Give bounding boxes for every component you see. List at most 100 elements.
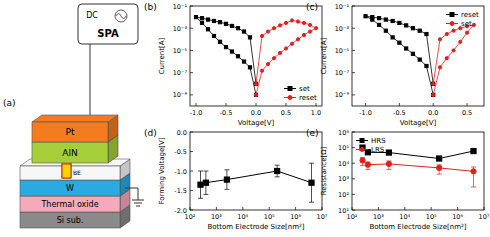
- x-tick-label: 10⁶: [290, 213, 301, 221]
- data-point: [206, 28, 209, 31]
- series-line: [196, 17, 256, 95]
- x-tick-label: 10⁷: [479, 213, 490, 221]
- schematic: (a)DCSPASi sub.Thermal oxideWAlNPtBE: [3, 4, 144, 228]
- data-point: [438, 66, 441, 69]
- data-point: [418, 29, 421, 32]
- data-point: [290, 42, 293, 45]
- y-tick-label: 10¹: [338, 207, 349, 215]
- data-point: [200, 17, 203, 20]
- data-point: [296, 38, 299, 41]
- legend: resetset: [446, 11, 479, 28]
- legend-label: reset: [299, 94, 317, 102]
- data-point: [203, 180, 208, 185]
- plot-frame: [352, 132, 484, 210]
- ground: [134, 203, 142, 204]
- x-axis-label: Voltage[V]: [238, 119, 275, 127]
- x-tick: [484, 207, 485, 210]
- data-point: [391, 19, 394, 22]
- x-tick: [365, 103, 366, 106]
- legend: setreset: [284, 85, 317, 102]
- x-tick-label: 0.5: [462, 109, 472, 117]
- y-tick-label: -2.0: [174, 207, 187, 215]
- data-point: [218, 21, 221, 24]
- data-point: [236, 27, 239, 30]
- y-tick: [190, 171, 193, 172]
- x-tick: [316, 103, 317, 106]
- y-tick: [352, 50, 355, 51]
- data-point: [425, 32, 428, 35]
- error-bar: [275, 165, 280, 177]
- y-tick: [190, 6, 193, 7]
- x-tick-label: 0.0: [428, 109, 438, 117]
- data-point: [452, 49, 455, 52]
- x-tick-label: 10³: [211, 213, 222, 221]
- data-point: [254, 82, 257, 85]
- data-point: [398, 21, 401, 24]
- error-bar: [360, 158, 365, 166]
- data-point: [398, 41, 401, 44]
- data-point: [224, 45, 227, 48]
- data-point: [405, 47, 408, 50]
- data-point: [411, 27, 414, 30]
- x-tick-label: -0.5: [220, 109, 233, 117]
- data-point: [242, 60, 245, 63]
- data-point: [365, 162, 370, 167]
- data-point: [438, 38, 441, 41]
- x-tick: [457, 207, 458, 210]
- legend-label: set: [299, 85, 310, 93]
- plot-data: [198, 163, 314, 202]
- data-point: [360, 158, 365, 163]
- x-tick-label: 10³: [373, 213, 384, 221]
- data-point: [371, 18, 374, 21]
- ground: [136, 206, 140, 207]
- data-point: [194, 16, 197, 19]
- data-point: [242, 30, 245, 33]
- data-point: [212, 34, 215, 37]
- legend-label: HRS: [371, 137, 386, 145]
- data-point: [284, 47, 287, 50]
- layer-front: [20, 212, 120, 228]
- x-axis-label: Bottom Electrode Size[nm²]: [207, 223, 304, 231]
- data-point: [432, 82, 435, 85]
- x-tick-label: -1.0: [359, 109, 372, 117]
- data-point: [254, 82, 257, 85]
- data-point: [309, 180, 314, 185]
- instrument-label: DC: [86, 11, 98, 20]
- data-point: [314, 27, 317, 30]
- x-tick: [216, 207, 217, 210]
- x-tick: [295, 207, 296, 210]
- y-tick-label: 10⁴: [338, 160, 349, 168]
- legend-marker: [360, 148, 364, 152]
- error-bar: [224, 170, 229, 190]
- data-point: [364, 15, 367, 18]
- layer-top: [32, 115, 118, 122]
- data-point: [405, 24, 408, 27]
- x-tick-label: 10⁶: [452, 213, 463, 221]
- y-tick-label: 10⁻⁹: [335, 91, 350, 99]
- panel-label: (b): [144, 2, 157, 12]
- y-tick-label: 10⁻³: [173, 25, 188, 33]
- data-point: [437, 165, 442, 170]
- x-tick: [399, 103, 400, 106]
- plot-frame: [190, 6, 322, 106]
- x-tick-label: 10⁵: [426, 213, 437, 221]
- y-tick-label: -1.5: [174, 187, 187, 195]
- legend-label: reset: [461, 11, 479, 19]
- data-point: [391, 36, 394, 39]
- data-point: [254, 93, 257, 96]
- y-tick: [352, 147, 355, 148]
- y-tick: [190, 94, 193, 95]
- legend-label: set: [461, 20, 472, 28]
- layer-label: Thermal oxide: [40, 200, 98, 209]
- error-bar: [309, 163, 314, 202]
- y-tick: [190, 190, 193, 191]
- y-tick: [190, 151, 193, 152]
- data-point: [275, 168, 280, 173]
- panel-label: (a): [3, 98, 16, 108]
- y-tick-label: 10⁻³: [335, 25, 350, 33]
- y-tick-label: 10⁻⁵: [335, 47, 350, 55]
- error-bar: [437, 165, 442, 174]
- y-tick: [190, 210, 193, 211]
- layer-label: Pt: [66, 127, 75, 137]
- data-point: [471, 169, 476, 174]
